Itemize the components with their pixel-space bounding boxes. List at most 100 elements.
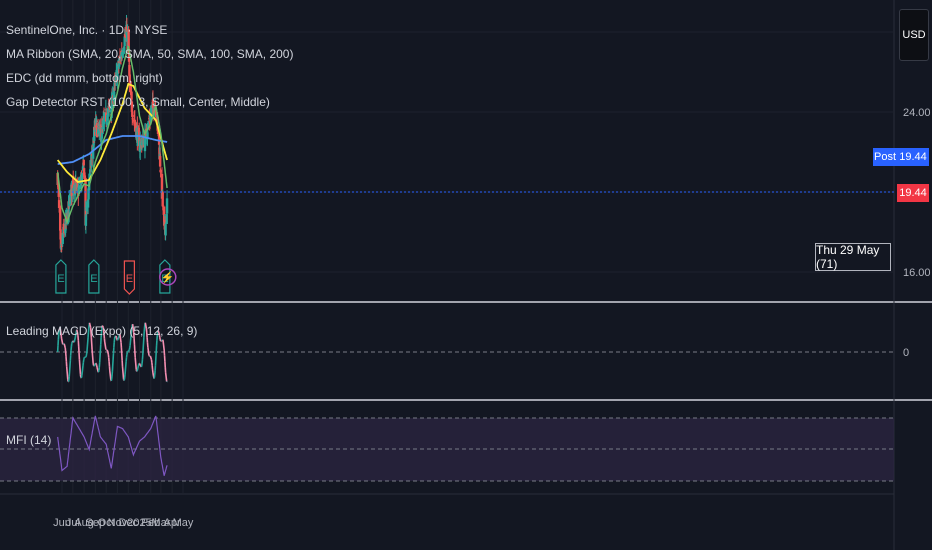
earnings-marker-label: E [90, 273, 97, 285]
macd-segment [144, 322, 148, 329]
time-axis-label: Feb [141, 517, 160, 529]
post-market-label: Post [873, 148, 897, 166]
currency-button[interactable]: USD [899, 9, 929, 61]
price-tick-label: 24.00 [903, 107, 931, 119]
candle-body [84, 207, 88, 226]
macd-segment [131, 324, 135, 333]
candle-body [127, 51, 131, 62]
macd-segment [141, 337, 145, 356]
candle-body [133, 119, 137, 124]
macd-segment [157, 330, 160, 334]
candle-body [100, 136, 103, 144]
legend-gap-detector: Gap Detector RST (100, 3, Small, Center,… [6, 95, 270, 109]
macd-segment [73, 336, 77, 343]
candle-body [59, 236, 63, 249]
mfi-line [57, 415, 168, 476]
candle-body [131, 118, 134, 120]
candle-body [146, 132, 149, 138]
legend-mfi: MFI (14) [6, 433, 52, 447]
time-axis-label: Dec [119, 517, 139, 529]
macd-segment [116, 337, 120, 341]
candle-body [83, 172, 86, 180]
macd-zero-label: 0 [903, 347, 909, 359]
dividend-marker-label: ⚡ [161, 271, 175, 284]
candle-body [123, 33, 127, 37]
last-price-tag: 19.44 [897, 184, 929, 202]
post-market-price-tag: 19.44 [897, 148, 929, 166]
macd-segment [78, 359, 82, 375]
earnings-marker [88, 259, 100, 294]
macd-segment [121, 366, 125, 380]
macd-segment [81, 365, 84, 376]
macd-segment [119, 334, 122, 343]
candle-body [65, 215, 68, 220]
candle-body [87, 188, 90, 200]
candle-body [146, 122, 150, 130]
macd-segment [103, 341, 107, 350]
macd-segment [147, 346, 150, 356]
macd-segment [124, 361, 127, 375]
candle-body [116, 70, 119, 81]
candle-body [165, 198, 169, 214]
macd-segment [149, 355, 153, 360]
sma20-line [56, 45, 168, 225]
candle-body [58, 205, 62, 231]
candle-body [82, 159, 85, 166]
time-axis-label: Oct [98, 517, 115, 529]
macd-segment [88, 322, 92, 328]
legend-edc: EDC (dd mmm, bottom, right) [6, 71, 163, 85]
macd-segment [136, 363, 140, 370]
time-axis-label: Jun [53, 517, 71, 529]
macd-segment [111, 353, 115, 372]
price-tick-label: 16.00 [903, 267, 931, 279]
macd-segment [76, 329, 79, 336]
candle-body [60, 246, 63, 248]
candle-body [161, 205, 165, 207]
macd-segment [154, 345, 158, 366]
macd-segment [162, 340, 165, 351]
candle-body [149, 114, 152, 121]
legend-macd: Leading MACD (Expo) (5, 12, 26, 9) [6, 324, 198, 338]
candle-body [157, 132, 161, 145]
candle-body [77, 185, 81, 190]
candle-body [164, 224, 167, 236]
macd-segment [109, 370, 112, 381]
earnings-marker [123, 260, 135, 295]
macd-segment [91, 349, 94, 364]
candle-body [80, 173, 84, 184]
time-axis-label: Mar [151, 517, 170, 529]
candle-body [130, 92, 133, 100]
earnings-marker-label: E [57, 273, 64, 285]
candle-body [110, 99, 113, 118]
time-axis-label: Apr [164, 517, 181, 529]
macd-segment [129, 333, 132, 346]
time-axis-label: 2025 [127, 517, 151, 529]
candle-body [57, 200, 61, 208]
candle-body [127, 29, 130, 52]
time-axis-label: Nov [108, 517, 128, 529]
candle-body [106, 114, 109, 121]
candle-body [72, 176, 75, 189]
time-axis-label: May [173, 517, 194, 529]
date-tooltip: Thu 29 May (71) [815, 243, 891, 271]
candle-body [151, 99, 155, 108]
time-axis-label: Sep [86, 517, 106, 529]
candle-body [160, 173, 164, 199]
candle-body [86, 199, 90, 208]
candle-body [57, 180, 60, 190]
macd-segment [127, 350, 130, 353]
sma100-line [57, 135, 168, 165]
macd-segment [63, 343, 67, 349]
legend-ma-ribbon: MA Ribbon (SMA, 20, SMA, 50, SMA, 100, S… [6, 47, 294, 61]
earnings-marker [55, 259, 67, 294]
candle-body [143, 132, 147, 152]
candle-body [103, 112, 106, 122]
candle-body [118, 63, 121, 67]
legend-symbol: SentinelOne, Inc. · 1D · NYSE [6, 23, 168, 37]
candle-body [121, 54, 124, 56]
macd-segment [106, 349, 110, 355]
macd-segment [101, 325, 104, 328]
earnings-marker-label: E [161, 273, 168, 285]
macd-segment [65, 366, 69, 380]
